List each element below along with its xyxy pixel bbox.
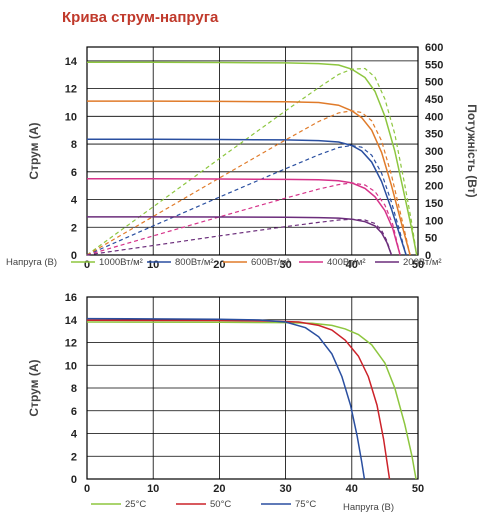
y2-tick-label: 50 xyxy=(425,233,437,245)
y2-tick-label: 0 xyxy=(425,250,431,262)
y-tick-label: 12 xyxy=(65,84,77,96)
y-axis-label: Струм (А) xyxy=(27,359,41,416)
legend-label: 25°C xyxy=(125,499,146,510)
current-curve xyxy=(87,138,407,256)
current-curve xyxy=(86,321,417,480)
legend-label: 1000Вт/м² xyxy=(99,257,143,268)
current-curve xyxy=(86,317,366,480)
legend-label: 50°C xyxy=(210,499,231,510)
y-tick-label: 10 xyxy=(65,111,77,123)
y2-tick-label: 450 xyxy=(425,94,443,106)
power-curve xyxy=(86,67,418,256)
y-axis-label: Струм (А) xyxy=(27,122,41,179)
legend-label: 600Вт/м² xyxy=(251,257,290,268)
legend-label: 200Вт/м² xyxy=(403,257,442,268)
x-tick-label: 10 xyxy=(147,259,159,271)
power-curve xyxy=(86,218,393,256)
y2-tick-label: 500 xyxy=(425,77,443,89)
y-tick-label: 2 xyxy=(71,451,77,463)
x-tick-label: 50 xyxy=(412,483,424,495)
y-tick-label: 10 xyxy=(65,360,77,372)
y-tick-label: 14 xyxy=(65,56,78,68)
plot-frame xyxy=(86,296,419,480)
current-curve xyxy=(87,61,418,256)
x-tick-label: 10 xyxy=(147,483,159,495)
y-tick-label: 8 xyxy=(71,383,77,395)
x-tick-label: 40 xyxy=(346,259,358,271)
x-tick-label: 20 xyxy=(213,483,225,495)
y2-tick-label: 400 xyxy=(425,111,443,123)
current-curve xyxy=(87,177,401,256)
y-tick-label: 16 xyxy=(65,292,77,304)
power-curve xyxy=(86,110,411,256)
x-axis-label: Напруга (В) xyxy=(343,502,394,513)
x-tick-label: 0 xyxy=(84,483,90,495)
y-tick-label: 14 xyxy=(65,315,78,327)
current-curve xyxy=(87,216,393,256)
y2-tick-label: 150 xyxy=(425,198,443,210)
x-tick-label: 50 xyxy=(412,259,424,271)
y-tick-label: 12 xyxy=(65,338,77,350)
y2-tick-label: 350 xyxy=(425,129,443,141)
y2-tick-label: 250 xyxy=(425,163,443,175)
y2-tick-label: 300 xyxy=(425,146,443,158)
power-curve xyxy=(86,182,401,256)
current-curve xyxy=(87,100,411,256)
y-tick-label: 6 xyxy=(71,167,77,179)
y2-axis-label: Потужність (Вт) xyxy=(465,104,479,197)
chart-title: Крива струм-напруга xyxy=(62,9,219,26)
legend-label: 800Вт/м² xyxy=(175,257,214,268)
x-tick-label: 40 xyxy=(346,483,358,495)
y-tick-label: 6 xyxy=(71,406,77,418)
y-tick-label: 4 xyxy=(71,429,78,441)
y-tick-label: 4 xyxy=(71,195,78,207)
y-tick-label: 0 xyxy=(71,250,77,262)
y2-tick-label: 100 xyxy=(425,215,443,227)
legend-label: 400Вт/м² xyxy=(327,257,366,268)
y-tick-label: 2 xyxy=(71,222,77,234)
current-curve xyxy=(86,319,391,480)
iv-temperature-chart: 0 10 20 30 40 50 0 2 4 6 8 10 12 14 16 Струм (А) 25°C 50°… xyxy=(27,292,424,513)
x-tick-label: 30 xyxy=(279,259,291,271)
legend-label: 75°C xyxy=(295,499,316,510)
y2-tick-label: 550 xyxy=(425,59,443,71)
plot-frame xyxy=(86,46,419,256)
x-tick-label: 20 xyxy=(213,259,225,271)
x-axis-label: Напруга (В) xyxy=(6,257,57,268)
y-tick-label: 0 xyxy=(71,474,77,486)
y2-tick-label: 200 xyxy=(425,181,443,193)
y2-tick-label: 600 xyxy=(425,42,443,54)
x-tick-label: 30 xyxy=(279,483,291,495)
y-tick-label: 8 xyxy=(71,139,77,151)
x-tick-label: 0 xyxy=(84,259,90,271)
